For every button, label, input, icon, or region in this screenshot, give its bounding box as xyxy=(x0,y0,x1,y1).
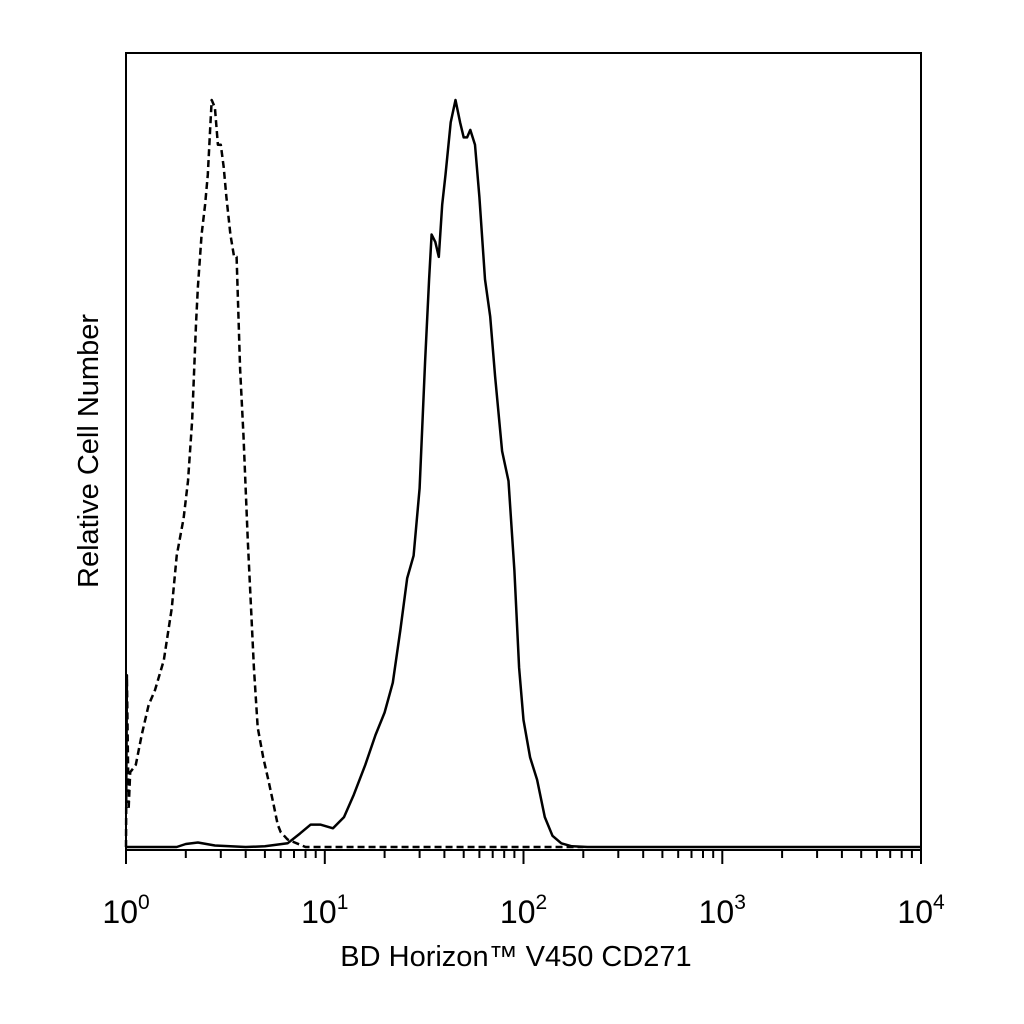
x-tick-label-exponent: 3 xyxy=(734,891,746,914)
x-tick-label-base: 10 xyxy=(897,894,933,930)
x-tick-label: 101 xyxy=(301,891,348,930)
x-tick-label-base: 10 xyxy=(699,894,735,930)
x-tick-label-exponent: 1 xyxy=(337,891,349,914)
x-tick-label-base: 10 xyxy=(500,894,536,930)
x-tick-label: 103 xyxy=(699,891,746,930)
x-tick-label: 100 xyxy=(102,891,149,930)
x-tick-label-exponent: 0 xyxy=(138,891,150,914)
x-tick-label-exponent: 2 xyxy=(535,891,547,914)
y-axis-label: Relative Cell Number xyxy=(73,314,105,588)
x-tick-label: 102 xyxy=(500,891,547,930)
x-axis-label: BD Horizon™ V450 CD271 xyxy=(340,941,691,973)
stained-histogram-line xyxy=(126,98,921,849)
x-tick-label: 104 xyxy=(897,891,945,930)
control-histogram-line xyxy=(124,98,584,849)
x-tick-label-base: 10 xyxy=(102,894,138,930)
plot-layer xyxy=(124,98,921,849)
x-axis-tick-labels: 100 101 102 103 104 xyxy=(102,891,945,930)
x-tick-label-exponent: 4 xyxy=(933,891,945,914)
x-axis-ticks xyxy=(125,850,922,864)
x-tick-label-base: 10 xyxy=(301,894,337,930)
